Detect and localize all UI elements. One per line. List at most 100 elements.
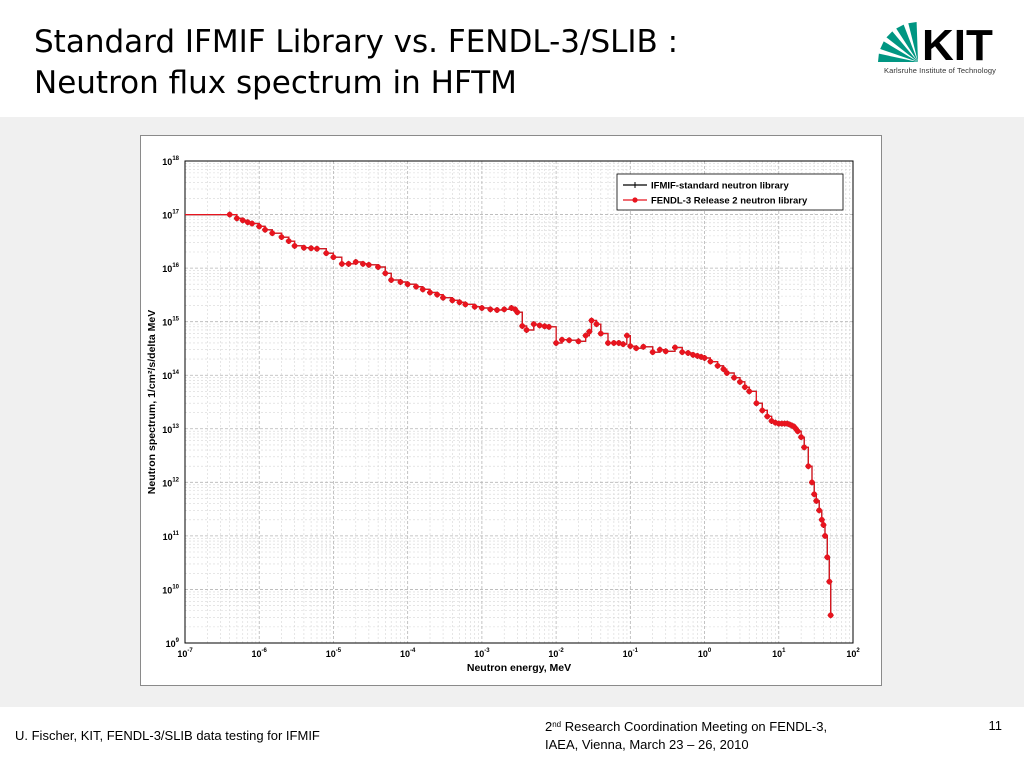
kit-logo: KIT: [878, 21, 993, 70]
page-number: 11: [988, 718, 1003, 733]
data-point: [586, 328, 593, 335]
data-point: [269, 230, 276, 236]
data-point: [523, 327, 530, 333]
data-point: [720, 366, 727, 372]
data-point: [546, 324, 552, 330]
data-point: [611, 340, 617, 346]
data-point: [827, 612, 834, 619]
data-point: [479, 305, 485, 311]
y-tick-label: 1012: [162, 477, 179, 488]
data-point: [494, 307, 500, 313]
data-point: [553, 340, 559, 346]
kit-logo-ray: [886, 31, 918, 62]
data-point: [582, 332, 589, 339]
data-point: [249, 220, 255, 227]
data-point: [685, 350, 691, 356]
data-point: [308, 245, 314, 252]
legend-box: [616, 173, 844, 211]
data-point: [339, 261, 345, 267]
data-point: [597, 330, 604, 337]
data-point: [588, 317, 595, 324]
x-tick-label: 10-3: [474, 648, 490, 659]
chart-frame: 10-7 10-6 10-5 10-4 10-3 10-2 10-1 100 101 102 109…: [140, 135, 882, 686]
data-point: [449, 297, 456, 304]
data-point: [627, 343, 634, 349]
data-point: [366, 262, 372, 268]
legend-label: IFMIF-standard neutron library: [651, 181, 789, 192]
data-point: [640, 343, 647, 350]
data-point: [633, 345, 640, 352]
data-point: [440, 294, 446, 301]
data-point: [323, 250, 330, 257]
kit-logo-ray: [878, 53, 918, 62]
footer-meeting-num: 2: [545, 719, 553, 734]
data-point: [624, 332, 630, 339]
kit-logo-ray: [880, 41, 918, 62]
data-point: [672, 344, 678, 351]
data-point: [753, 400, 760, 407]
x-tick-label: 10-6: [252, 648, 268, 659]
data-point: [820, 522, 827, 528]
data-point: [811, 491, 818, 498]
data-point: [487, 306, 494, 313]
data-point: [742, 384, 748, 390]
data-point: [352, 259, 359, 265]
data-point: [397, 279, 404, 285]
data-point: [826, 578, 833, 585]
data-point: [813, 498, 820, 504]
data-point: [234, 215, 240, 222]
data-point: [536, 322, 543, 329]
data-point: [301, 244, 307, 251]
slide-title: Standard IFMIF Library vs. FENDL-3/SLIB …: [34, 22, 834, 104]
data-point: [662, 348, 669, 355]
data-point: [462, 301, 469, 308]
x-tick-label: 10-7: [177, 648, 193, 659]
y-tick-label: 1017: [162, 210, 179, 221]
data-point: [724, 370, 730, 376]
y-tick-label: 1011: [163, 531, 180, 542]
data-point: [501, 306, 508, 313]
data-point: [801, 444, 808, 451]
data-point: [471, 303, 478, 310]
data-point: [559, 336, 565, 343]
x-tick-label: 102: [846, 648, 860, 659]
data-point: [805, 463, 812, 470]
y-tick-label: 1015: [162, 317, 179, 328]
data-point: [388, 277, 395, 283]
data-point: [566, 337, 573, 344]
data-point: [239, 217, 246, 224]
data-point: [330, 254, 337, 261]
data-point: [413, 283, 419, 290]
data-point: [345, 261, 352, 267]
slide-title-line1: Standard IFMIF Library vs. FENDL-3/SLIB …: [34, 24, 679, 60]
data-point: [824, 554, 831, 561]
data-point: [737, 379, 743, 385]
footer-meeting-line1: Research Coordination Meeting on FENDL-3…: [561, 719, 828, 734]
data-point: [382, 270, 389, 277]
data-point: [593, 321, 600, 327]
data-point: [575, 338, 582, 345]
data-point: [360, 261, 366, 267]
legend-label: FENDL-3 Release 2 neutron library: [651, 196, 808, 207]
data-point: [798, 434, 804, 440]
x-axis-label: Neutron energy, MeV: [467, 662, 571, 674]
kit-logo-rays: [878, 22, 918, 62]
x-tick-label: 10-1: [623, 648, 639, 659]
data-point: [285, 238, 292, 244]
y-tick-label: 1016: [162, 263, 179, 274]
legend: IFMIF-standard neutron library FENDL-3 Re…: [616, 173, 844, 211]
data-point: [714, 362, 721, 369]
data-point: [746, 388, 753, 395]
data-point: [375, 264, 381, 270]
data-point: [764, 413, 771, 420]
data-point: [809, 479, 815, 486]
y-tick-label: 1018: [162, 156, 179, 167]
data-point: [679, 349, 686, 355]
data-point: [314, 245, 320, 252]
footer-meeting-sup: nd: [552, 720, 562, 729]
data-point: [794, 428, 801, 435]
data-point: [262, 226, 268, 233]
x-tick-label: 101: [772, 648, 786, 659]
x-tick-label: 100: [698, 648, 712, 659]
footer-meeting-line2: IAEA, Vienna, March 23 – 26, 2010: [545, 737, 749, 752]
